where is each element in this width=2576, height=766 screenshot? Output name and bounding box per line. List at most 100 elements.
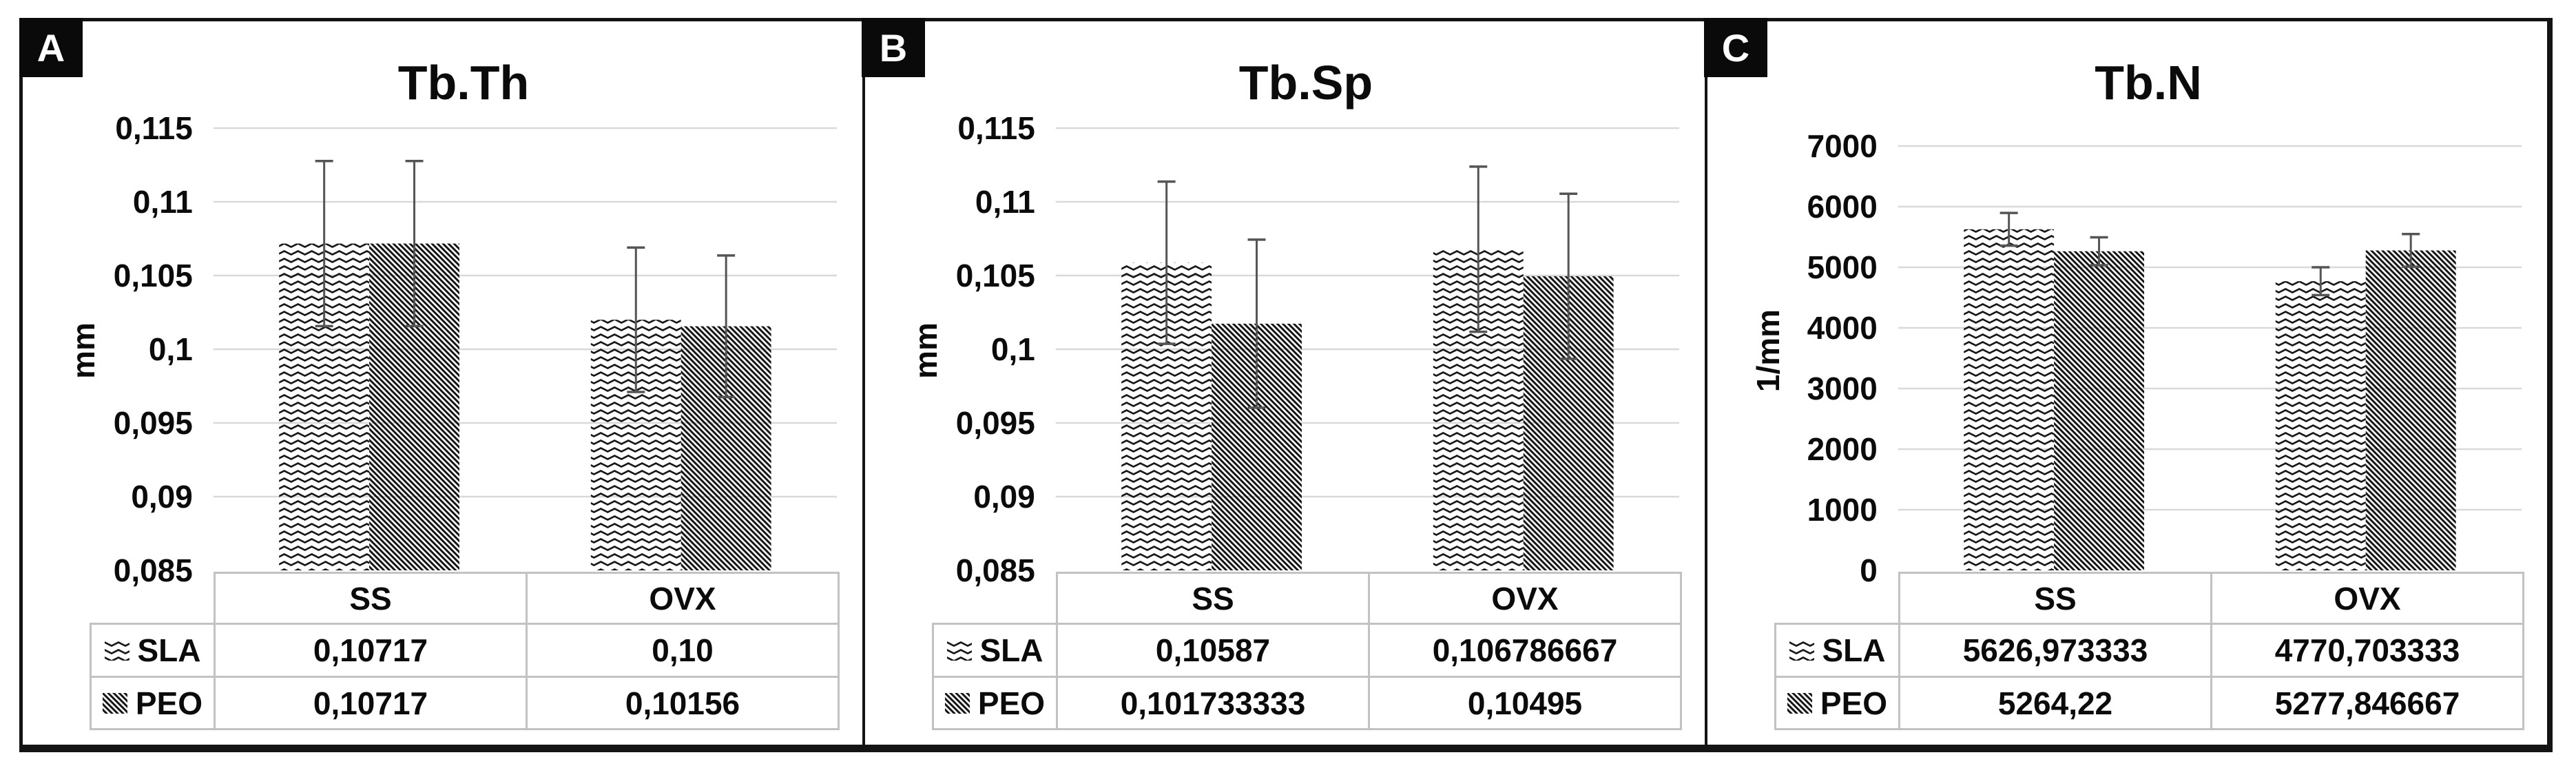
table-blank-corner [1776,573,1900,624]
legend-cell-sla: SLA [90,623,216,678]
y-tick-label: 2000 [1807,431,1878,467]
value-cell-peo-ovx: 0,10156 [526,676,840,730]
bar-ovx-peo [2365,250,2456,570]
value-cell-peo-ss: 5264,22 [1898,676,2212,730]
diagonal-swatch-icon [102,692,127,714]
value-cell-peo-ss: 0,101733333 [1056,676,1370,730]
legend-cell-peo: PEO [932,676,1058,730]
y-tick-label: 1000 [1807,492,1878,528]
y-tick-label: 6000 [1807,189,1878,225]
y-tick-label: 3000 [1807,371,1878,406]
table-header-row: SS OVX [1776,572,2524,625]
value-cell-sla-ovx: 0,10 [526,623,840,678]
y-tick-label: 0,085 [956,552,1035,588]
value-cell-sla-ovx: 0,106786667 [1368,623,1682,678]
y-tick-label: 4000 [1807,310,1878,346]
y-tick-label: 0,09 [973,479,1035,515]
y-tick-label: 0,1 [991,331,1035,367]
legend-cell-sla: SLA [1774,623,1900,678]
data-table-tbn: SS OVX SLA 5626,973333 4770,703333 PEO 5264,22… [1774,572,2524,730]
panel-c: C Tb.N 1/mm 7000 6000 5000 4000 3000 2000 1000… [1704,18,2547,745]
legend-entry-peo: PEO [934,685,1056,722]
y-axis-unit-label: 1/mm [1750,309,1786,393]
y-tick-label: 0,11 [975,184,1035,220]
value-cell-peo-ovx: 0,10495 [1368,676,1682,730]
y-tick-label: 0,1 [149,331,193,367]
series-name-label: PEO [1820,685,1888,721]
legend-entry-peo: PEO [1776,685,1898,722]
panel-b-letter-badge: B [862,18,925,77]
bar-ss-sla [1964,229,2055,570]
value-cell-sla-ss: 0,10717 [214,623,528,678]
table-header-ss: SS [214,572,528,625]
bar-chart-tbn: 7000 6000 5000 4000 3000 2000 1000 0 [1807,128,2522,588]
table-row-sla: SLA 5626,973333 4770,703333 [1774,623,2524,678]
bar-ovx-sla [2275,281,2366,570]
table-blank-corner [91,573,215,624]
chart-title-tbn: Tb.N [2095,56,2202,110]
table-header-ss: SS [1898,572,2212,625]
table-row-sla: SLA 0,10587 0,106786667 [932,623,1682,678]
value-cell-sla-ss: 5626,973333 [1898,623,2212,678]
data-table-tbth: SS OVX SLA 0,10717 0,10 PEO 0,10717 0,10156 [90,572,840,730]
legend-entry-peo: PEO [92,685,214,722]
bar-ss-peo [2054,251,2144,570]
figure-border-box: A Tb.Th mm 0,115 0,11 0,105 0,1 0,095 0,09 0,0… [19,18,2553,752]
panel-c-letter-badge: C [1704,18,1767,77]
zigzag-swatch-icon [946,640,972,661]
table-row-peo: PEO 0,10717 0,10156 [90,676,840,730]
chart-title-tbsp: Tb.Sp [1238,56,1373,110]
diagonal-swatch-icon [944,692,970,714]
y-tick-label: 0,115 [957,110,1035,146]
value-cell-sla-ss: 0,10587 [1056,623,1370,678]
y-tick-label: 0,085 [114,552,193,588]
table-blank-corner [933,573,1057,624]
table-header-ovx: OVX [1368,572,1682,625]
table-header-row: SS OVX [933,572,1682,625]
panel-a-letter-badge: A [19,18,83,77]
chart-title-tbth: Tb.Th [397,56,530,110]
panel-b: B Tb.Sp mm 0,115 0,11 0,105 0,1 0,095 0,09 0,0… [862,18,1705,745]
legend-cell-sla: SLA [932,623,1058,678]
table-row-sla: SLA 0,10717 0,10 [90,623,840,678]
bar-chart-tbsp: 0,115 0,11 0,105 0,1 0,095 0,09 0,085 [956,110,1680,588]
series-name-label: PEO [135,685,203,721]
y-axis-unit-label: mm [65,322,101,379]
y-axis-unit-label: mm [908,322,944,379]
y-tick-label: 0 [1860,552,1878,588]
series-name-label: SLA [1822,632,1886,668]
y-tick-label: 0,11 [133,184,193,220]
y-tick-label: 0,105 [114,258,193,293]
legend-cell-peo: PEO [90,676,216,730]
table-row-peo: PEO 0,101733333 0,10495 [932,676,1682,730]
bar-chart-tbth: 0,115 0,11 0,105 0,1 0,095 0,09 0,085 [114,110,838,588]
y-tick-label: 0,095 [114,405,193,441]
series-name-label: SLA [979,632,1043,668]
value-cell-peo-ss: 0,10717 [214,676,528,730]
table-header-ovx: OVX [526,572,840,625]
diagonal-swatch-icon [1787,692,1812,714]
y-tick-label: 7000 [1807,128,1878,164]
legend-entry-sla: SLA [1776,632,1898,669]
value-cell-sla-ovx: 4770,703333 [2210,623,2524,678]
y-tick-label: 0,095 [956,405,1035,441]
table-header-row: SS OVX [91,572,840,625]
legend-cell-peo: PEO [1774,676,1900,730]
value-cell-peo-ovx: 5277,846667 [2210,676,2524,730]
y-tick-label: 5000 [1807,249,1878,285]
table-row-peo: PEO 5264,22 5277,846667 [1774,676,2524,730]
y-tick-label: 0,115 [115,110,192,146]
y-tick-label: 0,105 [956,258,1035,293]
series-name-label: PEO [977,685,1046,721]
y-tick-label: 0,09 [131,479,192,515]
data-table-tbsp: SS OVX SLA 0,10587 0,106786667 PEO 0,101733333… [932,572,1682,730]
zigzag-swatch-icon [1789,640,1814,661]
zigzag-swatch-icon [104,640,129,661]
series-name-label: SLA [137,632,201,668]
legend-entry-sla: SLA [934,632,1056,669]
table-header-ovx: OVX [2210,572,2524,625]
legend-entry-sla: SLA [92,632,214,669]
table-header-ss: SS [1056,572,1370,625]
panel-a: A Tb.Th mm 0,115 0,11 0,105 0,1 0,095 0,09 0,0… [19,18,862,745]
